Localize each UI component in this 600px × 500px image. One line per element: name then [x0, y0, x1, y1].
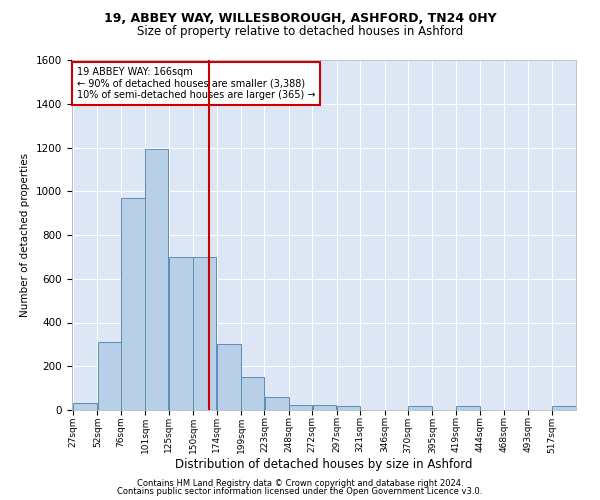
Y-axis label: Number of detached properties: Number of detached properties: [20, 153, 31, 317]
Bar: [98, 342, 121, 410]
X-axis label: Distribution of detached houses by size in Ashford: Distribution of detached houses by size …: [175, 458, 473, 471]
Text: 19 ABBEY WAY: 166sqm
← 90% of detached houses are smaller (3,388)
10% of semi-de: 19 ABBEY WAY: 166sqm ← 90% of detached h…: [77, 67, 316, 100]
Bar: [145, 148, 169, 410]
Bar: [121, 198, 145, 410]
Bar: [193, 257, 217, 410]
Bar: [73, 404, 97, 410]
Bar: [289, 404, 312, 410]
Bar: [337, 406, 360, 410]
Text: Size of property relative to detached houses in Ashford: Size of property relative to detached ho…: [137, 25, 463, 38]
Bar: [169, 257, 193, 410]
Text: 19, ABBEY WAY, WILLESBOROUGH, ASHFORD, TN24 0HY: 19, ABBEY WAY, WILLESBOROUGH, ASHFORD, T…: [104, 12, 496, 26]
Bar: [265, 397, 289, 410]
Bar: [217, 344, 241, 410]
Bar: [408, 406, 432, 410]
Bar: [241, 377, 264, 410]
Text: Contains public sector information licensed under the Open Government Licence v3: Contains public sector information licen…: [118, 487, 482, 496]
Bar: [552, 406, 576, 410]
Bar: [456, 406, 480, 410]
Text: Contains HM Land Registry data © Crown copyright and database right 2024.: Contains HM Land Registry data © Crown c…: [137, 478, 463, 488]
Bar: [313, 404, 337, 410]
